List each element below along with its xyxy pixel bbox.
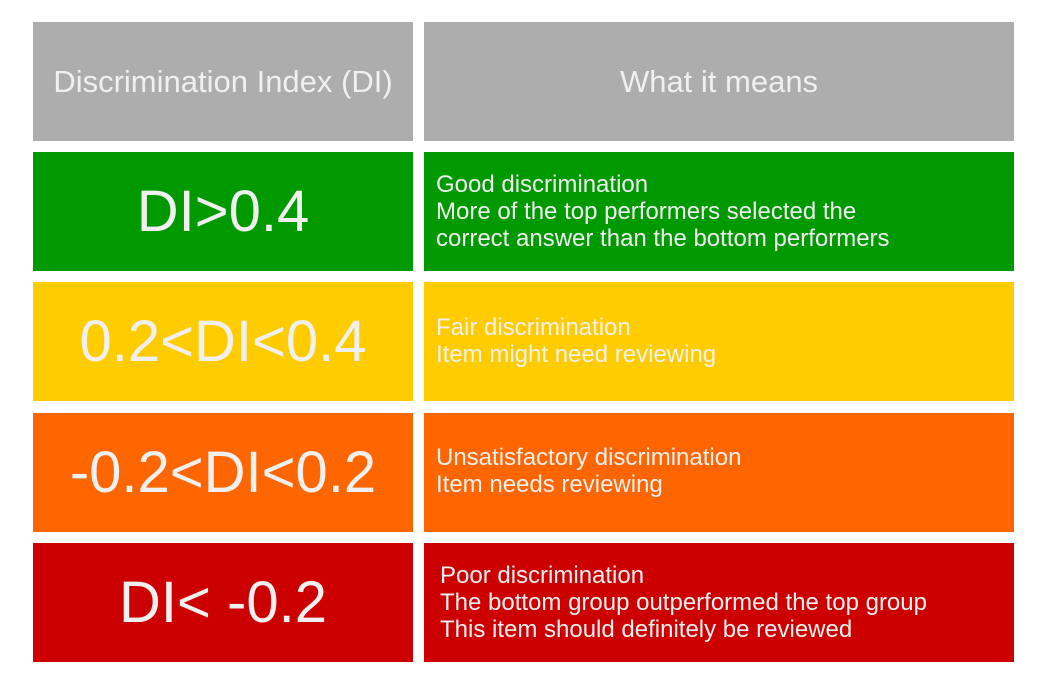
header-cell: What it means (424, 22, 1014, 141)
range-cell: DI< -0.2 (33, 543, 413, 662)
meaning-line: Good discrimination (436, 171, 649, 198)
meaning-line: Unsatisfactory discrimination (436, 444, 742, 471)
range-cell: DI>0.4 (33, 152, 413, 271)
meaning-line: More of the top performers selected the (436, 198, 857, 225)
meaning-cell: Fair discrimination Item might need revi… (424, 282, 1014, 401)
range-cell: 0.2<DI<0.4 (33, 282, 413, 401)
header-cell: Discrimination Index (DI) (33, 22, 413, 141)
meaning-line: The bottom group outperformed the top gr… (440, 589, 927, 616)
meaning-line: Fair discrimination (436, 314, 631, 341)
meaning-cell: Good discrimination More of the top perf… (424, 152, 1014, 271)
meaning-line: Poor discrimination (440, 562, 645, 589)
range-cell: -0.2<DI<0.2 (33, 413, 413, 532)
meaning-line: Item might need reviewing (436, 341, 717, 368)
meaning-line: This item should definitely be reviewed (440, 616, 853, 643)
meaning-cell: Unsatisfactory discrimination Item needs… (424, 413, 1014, 532)
meaning-cell: Poor discrimination The bottom group out… (424, 543, 1014, 662)
meaning-line: Item needs reviewing (436, 471, 663, 498)
meaning-line: correct answer than the bottom performer… (436, 225, 890, 252)
